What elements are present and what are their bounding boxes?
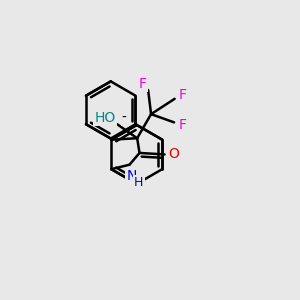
- Text: F: F: [139, 77, 147, 91]
- Text: HO: HO: [95, 111, 116, 125]
- Text: -: -: [122, 111, 126, 125]
- Text: H: H: [134, 176, 144, 190]
- Text: F: F: [178, 118, 186, 132]
- Text: O: O: [169, 147, 179, 161]
- Text: F: F: [179, 88, 187, 102]
- Text: N: N: [126, 169, 137, 183]
